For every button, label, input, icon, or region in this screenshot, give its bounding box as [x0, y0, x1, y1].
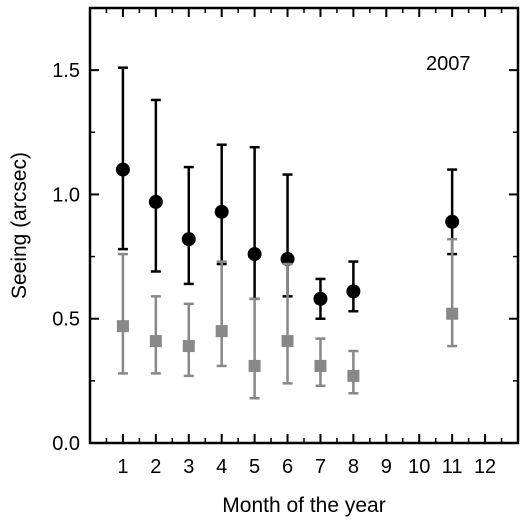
chart-annotation: 2007: [426, 53, 471, 75]
x-tick-label: 2: [150, 456, 161, 478]
x-tick-label: 10: [408, 456, 430, 478]
data-point-circle: [445, 214, 460, 229]
data-point-square: [182, 340, 195, 353]
x-tick-label: 1: [117, 456, 128, 478]
x-tick-label: 5: [249, 456, 260, 478]
y-axis-label: Seeing (arcsec): [8, 152, 31, 299]
x-tick-label: 11: [442, 456, 463, 478]
data-point-square: [314, 359, 327, 372]
x-axis-label: Month of the year: [222, 494, 385, 517]
data-point-square: [281, 335, 294, 348]
data-layer: [115, 66, 460, 400]
data-point-circle: [247, 247, 262, 262]
data-point-circle: [115, 162, 130, 177]
data-point-square: [149, 335, 162, 348]
x-tick-label: 4: [216, 456, 227, 478]
data-point-square: [446, 307, 459, 320]
data-point-square: [116, 320, 129, 333]
data-point-circle: [313, 291, 328, 306]
data-point-circle: [346, 284, 361, 299]
x-tick-label: 6: [282, 456, 293, 478]
x-tick-label: 8: [348, 456, 359, 478]
series-2: [116, 237, 459, 400]
y-tick-label: 1.5: [52, 60, 80, 82]
data-point-square: [215, 325, 228, 338]
data-point-square: [248, 359, 261, 372]
data-point-circle: [280, 252, 295, 267]
y-tick-label: 0.5: [52, 309, 80, 331]
x-tick-label: 12: [474, 456, 496, 478]
data-point-circle: [148, 194, 163, 209]
data-point-circle: [181, 232, 196, 247]
x-tick-label: 3: [183, 456, 194, 478]
data-point-circle: [214, 204, 229, 219]
y-tick-label: 0.0: [52, 433, 80, 455]
y-tick-label: 1.0: [52, 184, 80, 206]
axes-layer: 1 2 3 4 5 6 7 8 9 10 11 120.00.51.01.5: [52, 6, 520, 478]
data-point-square: [347, 369, 360, 382]
x-tick-label: 9: [381, 456, 392, 478]
x-tick-label: 7: [315, 456, 326, 478]
